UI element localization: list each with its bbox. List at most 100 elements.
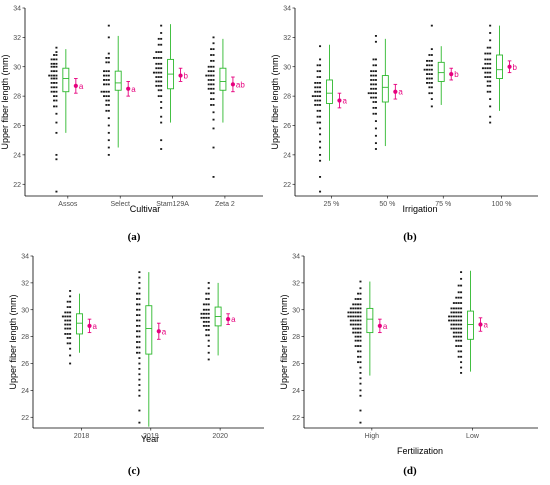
data-dot xyxy=(489,52,492,55)
box-iqr xyxy=(145,305,153,355)
data-dot xyxy=(349,323,352,326)
y-tick-label: 34 xyxy=(283,6,291,13)
data-dot xyxy=(374,64,377,67)
data-dot xyxy=(374,112,377,115)
data-dot xyxy=(319,140,322,143)
data-dot xyxy=(212,70,215,73)
data-dot xyxy=(314,86,317,89)
data-dot xyxy=(357,307,360,310)
data-dot xyxy=(486,84,489,87)
data-dot xyxy=(66,327,69,330)
data-dot xyxy=(50,86,53,89)
y-tick-label: 30 xyxy=(13,64,21,71)
data-dot xyxy=(457,355,460,358)
data-dot xyxy=(69,300,72,303)
data-dot xyxy=(69,295,72,298)
y-axis-label: Upper fiber length (mm) xyxy=(279,294,289,389)
data-dot xyxy=(103,70,105,73)
data-dot xyxy=(105,90,108,93)
data-dot xyxy=(450,327,453,330)
data-dot xyxy=(457,350,460,353)
data-dot xyxy=(107,52,110,55)
significance-letter: a xyxy=(383,322,388,331)
x-tick-label: 75 % xyxy=(435,201,451,208)
data-dot xyxy=(354,311,357,314)
data-dot xyxy=(430,82,433,84)
data-dot xyxy=(455,319,458,322)
data-dot xyxy=(359,315,362,318)
data-dot xyxy=(430,73,433,75)
data-dot xyxy=(450,323,453,326)
data-dot xyxy=(64,333,67,335)
data-dot xyxy=(359,339,362,342)
data-dot xyxy=(372,101,375,103)
data-dot xyxy=(53,105,56,108)
data-dot xyxy=(66,319,69,322)
data-dot xyxy=(349,315,352,318)
data-dot xyxy=(205,329,208,331)
data-dot xyxy=(207,79,210,81)
data-dot xyxy=(107,70,110,73)
data-dot xyxy=(357,345,360,347)
box-iqr xyxy=(437,61,445,82)
data-dot xyxy=(372,58,375,61)
data-dot xyxy=(460,311,463,314)
y-tick-label: 34 xyxy=(13,6,21,13)
data-dot xyxy=(319,64,322,67)
data-dot xyxy=(489,32,492,34)
data-dot xyxy=(460,315,463,318)
y-tick-label: 22 xyxy=(283,182,291,189)
data-dot xyxy=(207,298,210,300)
data-dot xyxy=(428,59,431,62)
data-dot xyxy=(160,148,163,150)
data-dot xyxy=(138,341,141,343)
data-dot xyxy=(347,315,350,318)
data-dot xyxy=(207,329,210,331)
box-iqr xyxy=(219,67,227,91)
group-25-: 25 % a xyxy=(311,44,347,208)
data-dot xyxy=(207,87,210,90)
data-dot xyxy=(105,79,108,81)
data-dot xyxy=(374,92,377,95)
data-dot xyxy=(157,51,160,53)
data-dot xyxy=(455,307,458,310)
data-dot xyxy=(428,92,431,95)
data-dot xyxy=(357,339,360,342)
data-dot xyxy=(354,335,357,338)
data-dot xyxy=(359,323,362,326)
box-iqr xyxy=(366,307,374,334)
data-dot xyxy=(160,71,163,74)
data-dot xyxy=(370,70,373,73)
data-dot xyxy=(354,315,357,318)
data-dot xyxy=(105,70,108,73)
data-dot xyxy=(155,71,158,74)
data-dot xyxy=(212,74,215,77)
significance-letter: a xyxy=(162,327,167,336)
data-dot xyxy=(486,76,489,78)
data-dot xyxy=(210,74,213,77)
data-dot xyxy=(53,70,56,73)
data-dot xyxy=(455,311,458,314)
data-dot xyxy=(155,51,158,53)
y-tick-label: 30 xyxy=(283,64,291,71)
data-dot xyxy=(152,71,155,74)
data-dot xyxy=(316,121,319,124)
data-dot xyxy=(455,302,458,304)
data-dot xyxy=(136,330,139,333)
data-dot xyxy=(319,95,322,98)
data-dot xyxy=(64,315,67,318)
data-dot xyxy=(205,298,208,300)
data-dot xyxy=(359,409,362,412)
data-dot xyxy=(359,287,362,290)
data-dot xyxy=(50,70,53,73)
data-dot xyxy=(460,372,463,374)
data-dot xyxy=(489,39,492,42)
data-dot xyxy=(359,298,362,300)
x-tick-label: 25 % xyxy=(323,201,339,208)
data-dot xyxy=(103,79,105,81)
data-dot xyxy=(212,92,215,95)
data-dot xyxy=(160,115,163,118)
data-dot xyxy=(210,59,213,62)
data-dot xyxy=(107,24,110,27)
data-dot xyxy=(136,298,139,300)
